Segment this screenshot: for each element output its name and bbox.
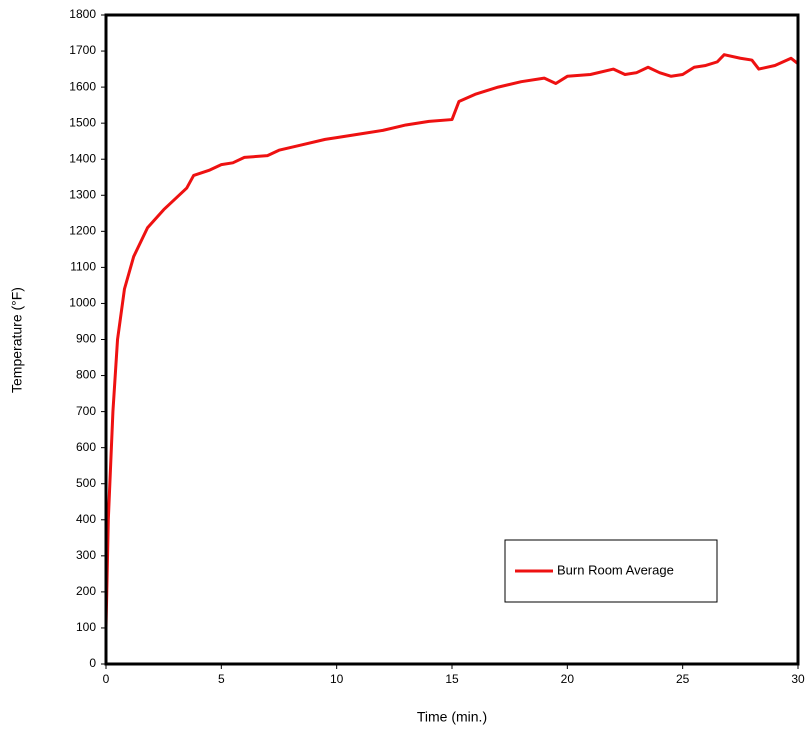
x-tick-label: 25 bbox=[676, 672, 690, 686]
y-tick-label: 500 bbox=[76, 476, 96, 490]
legend-label: Burn Room Average bbox=[557, 562, 674, 577]
x-tick-label: 0 bbox=[103, 672, 110, 686]
y-tick-label: 1600 bbox=[69, 79, 96, 93]
y-tick-label: 1200 bbox=[69, 224, 96, 238]
y-tick-label: 200 bbox=[76, 584, 96, 598]
y-tick-label: 800 bbox=[76, 368, 96, 382]
y-axis-title: Temperature (°F) bbox=[9, 287, 25, 393]
y-tick-label: 1000 bbox=[69, 296, 96, 310]
y-tick-label: 1100 bbox=[70, 260, 96, 274]
x-tick-label: 30 bbox=[791, 672, 805, 686]
y-tick-label: 1700 bbox=[69, 43, 96, 57]
y-tick-label: 400 bbox=[76, 512, 96, 526]
x-tick-label: 20 bbox=[561, 672, 575, 686]
y-tick-label: 900 bbox=[76, 332, 96, 346]
data-line bbox=[104, 53, 799, 628]
y-tick-label: 1800 bbox=[69, 7, 96, 21]
plot-frame bbox=[104, 13, 800, 666]
y-tick-label: 700 bbox=[76, 404, 96, 418]
y-tick-label: 1500 bbox=[69, 115, 96, 129]
y-tick-label: 300 bbox=[76, 548, 96, 562]
y-tick-label: 1300 bbox=[69, 187, 96, 201]
x-tick-label: 10 bbox=[330, 672, 344, 686]
y-tick-label: 100 bbox=[76, 620, 96, 634]
x-tick-label: 5 bbox=[218, 672, 225, 686]
x-tick-label: 15 bbox=[445, 672, 459, 686]
x-axis-title: Time (min.) bbox=[417, 709, 487, 725]
y-tick-label: 0 bbox=[89, 656, 96, 670]
y-tick-label: 600 bbox=[76, 440, 96, 454]
y-tick-label: 1400 bbox=[69, 151, 96, 165]
